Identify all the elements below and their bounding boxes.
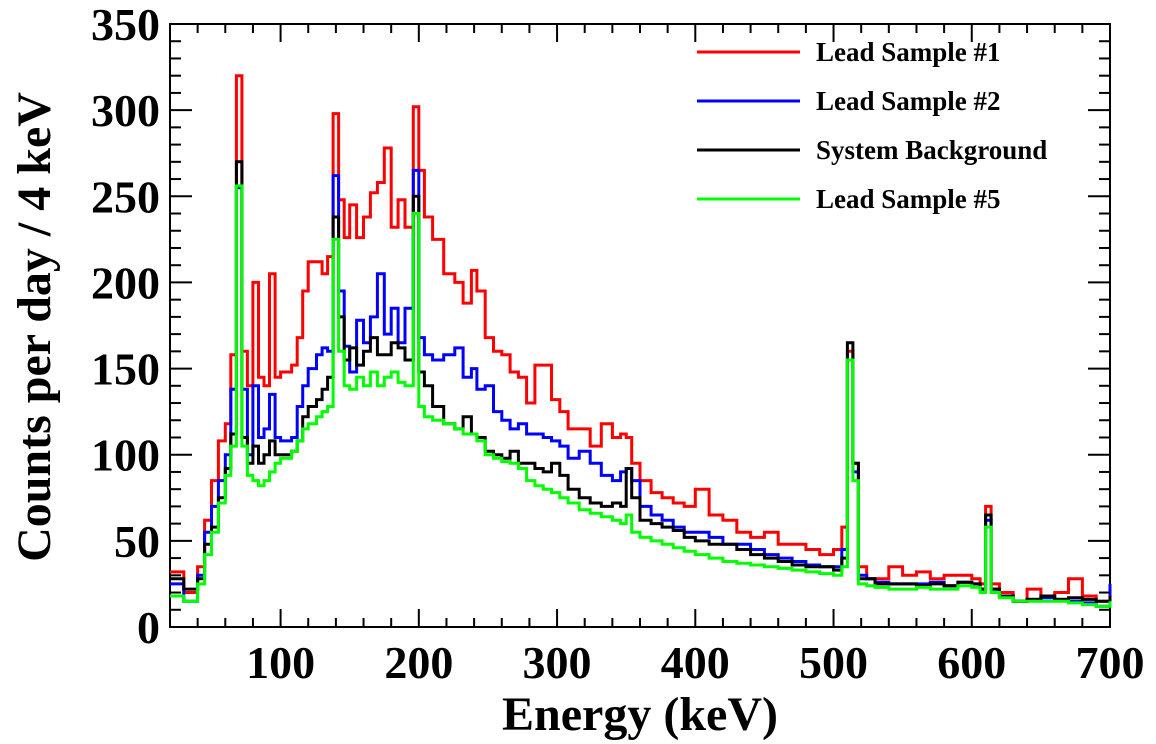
- y-tick-label: 0: [137, 602, 160, 653]
- x-axis-title: Energy (keV): [502, 688, 778, 741]
- series-line-1: [170, 74, 1112, 603]
- y-axis-title: Counts per day / 4 keV: [8, 92, 61, 562]
- series-layer: [170, 74, 1112, 608]
- legend-label-3: System Background: [816, 135, 1047, 165]
- legend: Lead Sample #1 Lead Sample #2 System Backg…: [697, 37, 1047, 214]
- series-line-4: [170, 184, 1112, 608]
- series-line-2: [170, 168, 1112, 608]
- x-tick-label: 200: [384, 637, 453, 688]
- x-tick-label: 600: [937, 637, 1006, 688]
- y-tick-label: 50: [114, 516, 160, 567]
- y-tick-label: 250: [91, 171, 160, 222]
- x-tick-label: 100: [246, 637, 315, 688]
- legend-label-4: Lead Sample #5: [816, 184, 1001, 214]
- x-tick-label: 300: [523, 637, 592, 688]
- y-tick-label: 300: [91, 85, 160, 136]
- ticks-layer: [169, 23, 1111, 628]
- y-tick-label: 150: [91, 344, 160, 395]
- legend-label-1: Lead Sample #1: [816, 37, 1001, 67]
- y-tick-label: 350: [91, 0, 160, 50]
- legend-label-2: Lead Sample #2: [816, 86, 1001, 116]
- tick-labels-layer: 100 200 300 400 500 600 700 0 50 100 150 200 250 300 3…: [91, 0, 1145, 688]
- y-tick-label: 100: [91, 430, 160, 481]
- x-tick-label: 400: [661, 637, 730, 688]
- x-tick-label: 500: [799, 637, 868, 688]
- x-tick-label: 700: [1076, 637, 1145, 688]
- y-tick-label: 200: [91, 257, 160, 308]
